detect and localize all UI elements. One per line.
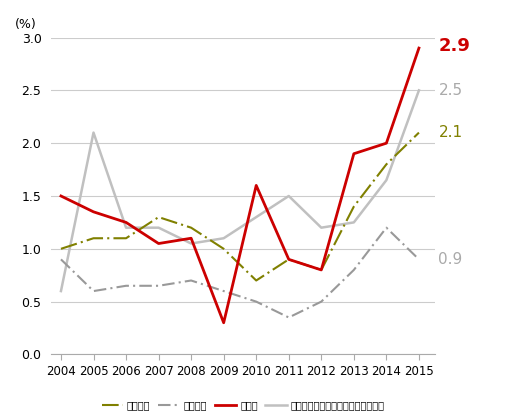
- Text: (%): (%): [15, 18, 36, 31]
- Text: 2.9: 2.9: [438, 37, 471, 55]
- Text: 0.9: 0.9: [438, 252, 463, 267]
- Legend: ・全産業, ・卧売業, 小売業, 食料品、飲料・たばこ・飼料製造業: ・全産業, ・卧売業, 小売業, 食料品、飲料・たばこ・飼料製造業: [102, 400, 385, 410]
- Text: 2.1: 2.1: [438, 125, 462, 140]
- Text: 2.5: 2.5: [438, 83, 462, 98]
